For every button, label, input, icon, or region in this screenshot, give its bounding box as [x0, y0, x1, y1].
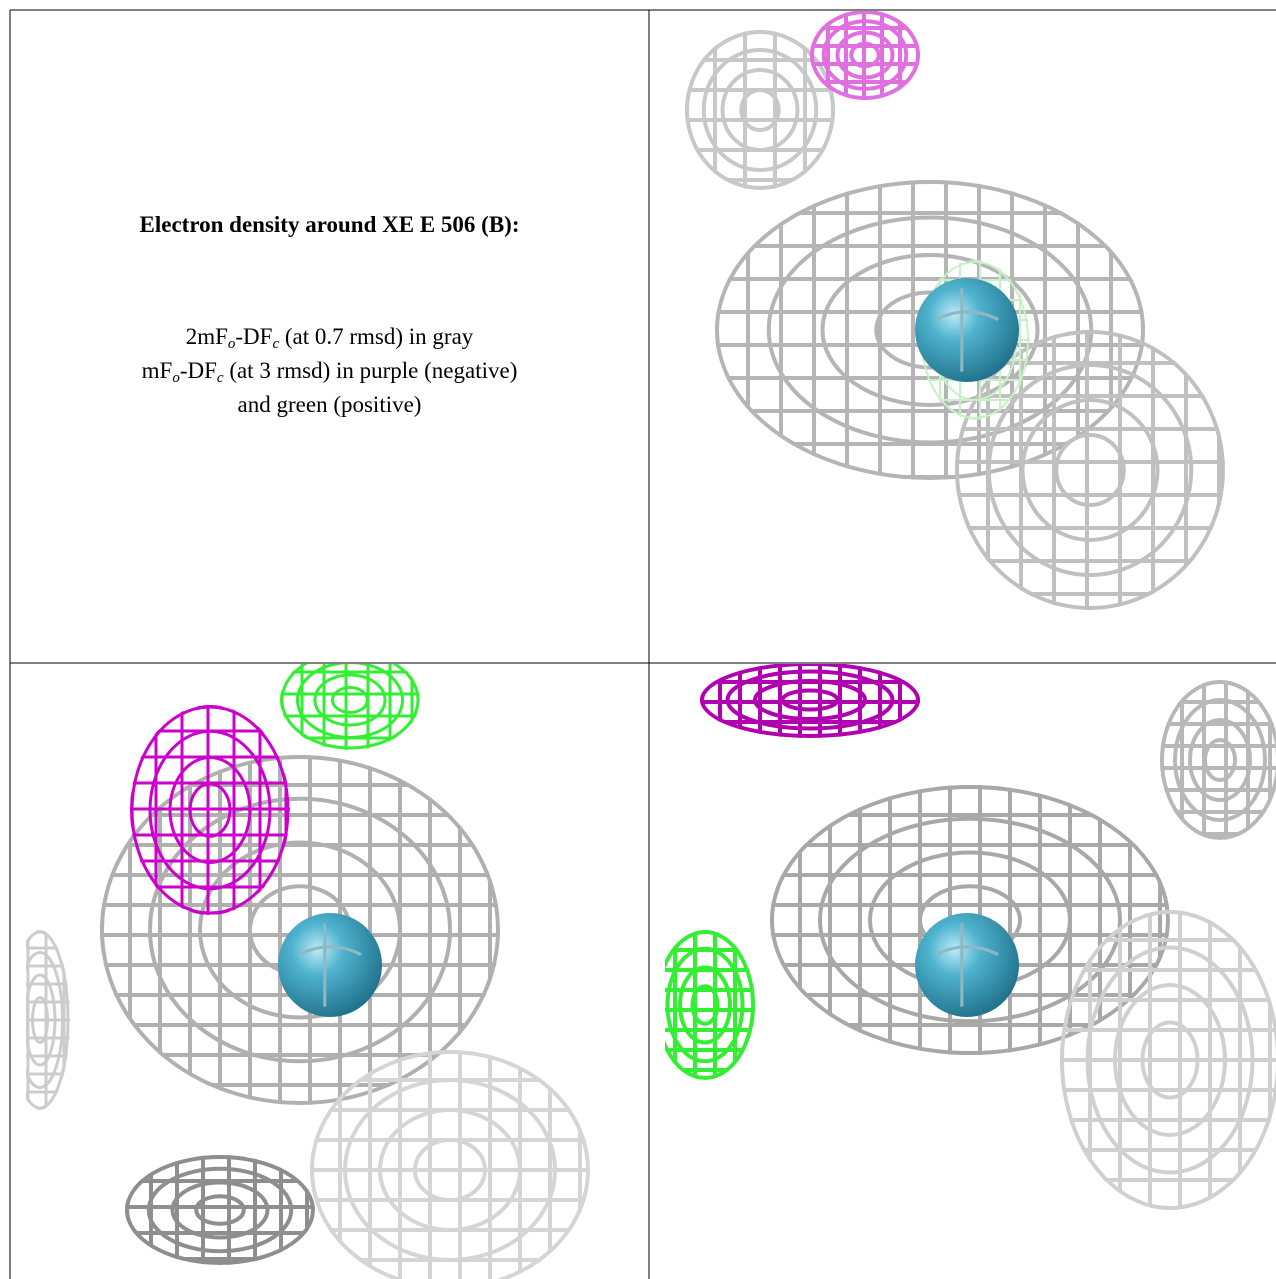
text-run: (at 3 rmsd) in purple (negative) [223, 358, 518, 383]
mesh-ring [331, 686, 369, 714]
mesh-ring [168, 756, 252, 864]
mesh-ring [170, 1180, 270, 1240]
mesh-ring [835, 30, 895, 80]
mesh-ring [820, 253, 1040, 407]
mesh-outline [1160, 680, 1276, 840]
mesh-ring [849, 41, 881, 69]
mesh-ring [198, 840, 402, 1020]
xenon-atom [915, 913, 1019, 1017]
mesh-ring [313, 673, 387, 727]
mesh-outline [100, 755, 500, 1105]
mesh [1160, 680, 1276, 840]
subscript: o [227, 336, 236, 352]
mesh-outline [280, 664, 420, 750]
subscript: o [172, 370, 180, 386]
mesh-ring [701, 48, 819, 172]
mesh-outline [810, 11, 920, 100]
mesh [125, 1155, 315, 1265]
mesh-ring [780, 688, 840, 712]
mesh-ring [296, 664, 404, 739]
mesh-outline [770, 785, 1170, 1055]
mesh-outline [1060, 910, 1276, 1210]
atom-mesh [935, 288, 999, 372]
mesh-ring [26, 973, 57, 1067]
mesh [1060, 910, 1276, 1210]
subscript: c [216, 370, 224, 386]
xenon-atom [278, 913, 382, 1017]
mesh-ring [1140, 1020, 1200, 1100]
mesh-ring [766, 215, 1094, 445]
mesh-outline [125, 1155, 315, 1265]
panel [685, 11, 1225, 610]
caption-text: 2mFo-DFc (at 0.7 rmsd) in gray mFo-DFc (a… [10, 320, 649, 422]
mesh-ring [148, 796, 452, 1064]
mesh-ring [818, 816, 1122, 1024]
caption-title: Electron density around XE E 506 (B): [139, 212, 520, 237]
mesh-outline [310, 1050, 590, 1279]
text-run: mF [141, 358, 173, 383]
mesh-ring [1173, 698, 1267, 822]
panel [665, 664, 1276, 1210]
mesh-ring [1203, 738, 1237, 782]
mesh-ring [343, 1078, 557, 1262]
text-run: (at 0.7 rmsd) in gray [279, 324, 474, 349]
mesh [130, 705, 290, 915]
text-run: -DF [179, 358, 217, 383]
caption-line: 2mFo-DFc (at 0.7 rmsd) in gray [10, 320, 649, 354]
mesh-outline [685, 30, 835, 190]
mesh-ring [986, 363, 1194, 577]
mesh-ring [690, 984, 720, 1026]
mesh [280, 664, 420, 750]
mesh-outline [955, 330, 1225, 610]
mesh-ring [821, 19, 909, 91]
mesh [685, 30, 835, 190]
mesh-outline [700, 664, 920, 738]
mesh [810, 11, 920, 100]
mesh-ring [665, 946, 745, 1064]
mesh-ring [1113, 983, 1227, 1137]
xenon-atom [915, 278, 1019, 382]
mesh-ring [146, 1166, 294, 1254]
mesh-ring [1085, 945, 1255, 1175]
text-run: 2mF [185, 324, 228, 349]
caption-line: and green (positive) [10, 388, 649, 422]
mesh [700, 664, 920, 738]
panel [26, 664, 590, 1279]
mesh-ring [1188, 718, 1252, 802]
subscript: c [272, 336, 280, 352]
mesh-ring [26, 951, 64, 1089]
mesh-ring [148, 729, 272, 891]
mesh [665, 930, 755, 1080]
text-run: and green (positive) [237, 392, 422, 417]
atom-mesh [935, 923, 999, 1007]
atom-mesh [298, 923, 362, 1007]
mesh-ring [753, 679, 867, 721]
mesh-ring [194, 1194, 246, 1226]
mesh-outline [715, 180, 1145, 480]
mesh-ring [1020, 398, 1160, 542]
mesh-ring [188, 782, 232, 838]
mesh-ring [378, 1108, 522, 1232]
caption-cell: Electron density around XE E 506 (B): 2m… [10, 0, 649, 663]
mesh-ring [720, 68, 800, 152]
mesh-ring [739, 88, 781, 132]
mesh-outline [665, 930, 755, 1080]
mesh-ring [678, 965, 732, 1045]
mesh-ring [413, 1138, 487, 1202]
text-run: -DF [235, 324, 273, 349]
mesh [310, 1050, 590, 1279]
mesh-ring [31, 996, 49, 1044]
mesh-outline [26, 930, 70, 1110]
mesh-ring [1054, 433, 1126, 507]
caption-line: mFo-DFc (at 3 rmsd) in purple (negative) [10, 354, 649, 388]
mesh [26, 930, 70, 1110]
mesh-outline [130, 705, 290, 915]
mesh-ring [725, 669, 895, 731]
